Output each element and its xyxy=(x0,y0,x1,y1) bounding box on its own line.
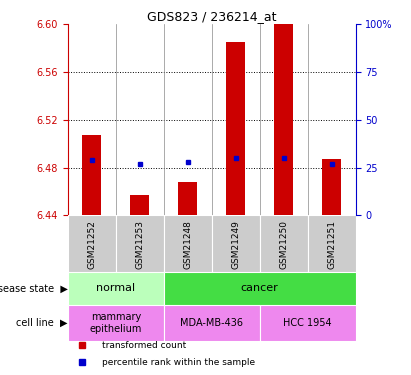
Text: mammary
epithelium: mammary epithelium xyxy=(90,312,142,333)
Bar xyxy=(116,215,164,272)
Title: GDS823 / 236214_at: GDS823 / 236214_at xyxy=(147,10,277,23)
Text: percentile rank within the sample: percentile rank within the sample xyxy=(102,358,256,367)
Text: HCC 1954: HCC 1954 xyxy=(283,318,332,328)
Bar xyxy=(307,215,356,272)
Text: transformed count: transformed count xyxy=(102,341,187,350)
Text: cell line  ▶: cell line ▶ xyxy=(16,318,68,328)
Text: GSM21253: GSM21253 xyxy=(135,220,144,269)
Text: GSM21250: GSM21250 xyxy=(279,220,288,269)
Bar xyxy=(226,42,245,215)
Text: GSM21251: GSM21251 xyxy=(327,220,336,269)
Text: normal: normal xyxy=(96,284,135,293)
Text: disease state  ▶: disease state ▶ xyxy=(0,284,68,293)
Text: GSM21248: GSM21248 xyxy=(183,220,192,269)
Bar xyxy=(68,215,116,272)
Text: GSM21249: GSM21249 xyxy=(231,220,240,269)
Bar xyxy=(164,215,212,272)
Bar xyxy=(274,22,293,215)
Bar xyxy=(212,215,260,272)
Bar xyxy=(322,159,341,215)
Bar xyxy=(164,305,260,340)
Text: cancer: cancer xyxy=(241,284,279,293)
Bar xyxy=(164,272,356,305)
Bar xyxy=(68,305,164,340)
Bar xyxy=(68,272,164,305)
Bar xyxy=(260,215,307,272)
Bar xyxy=(130,195,149,215)
Bar xyxy=(178,182,197,215)
Text: GSM21252: GSM21252 xyxy=(87,220,96,269)
Text: MDA-MB-436: MDA-MB-436 xyxy=(180,318,243,328)
Bar xyxy=(82,135,102,215)
Bar xyxy=(260,305,356,340)
